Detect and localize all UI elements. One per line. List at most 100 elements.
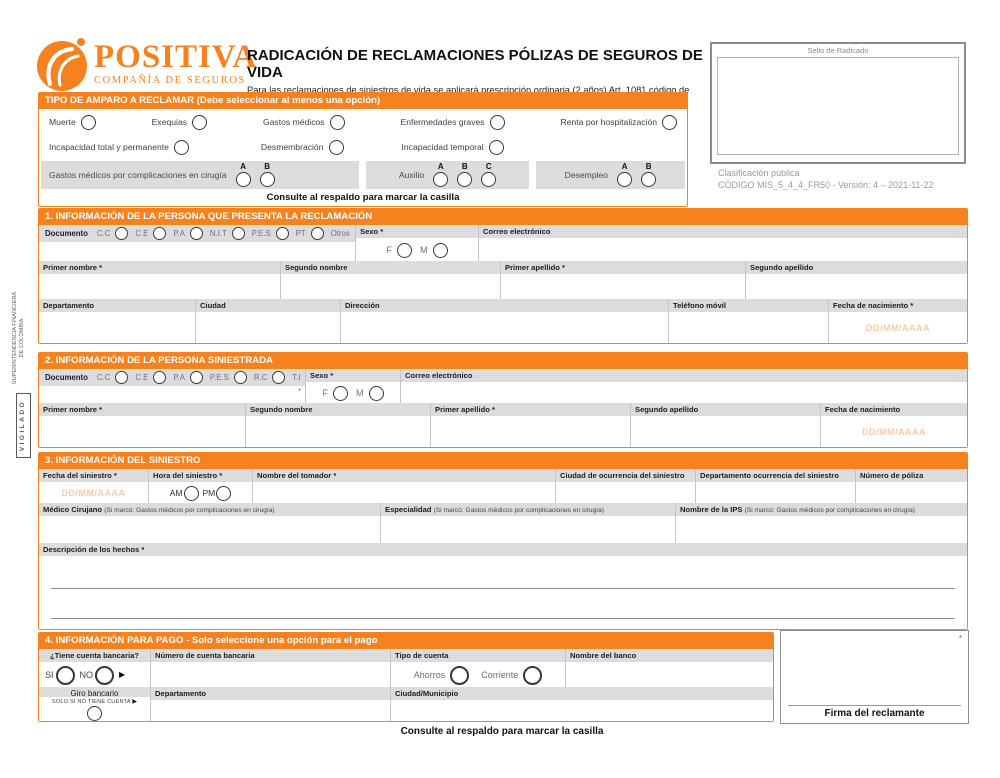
radio-auxilio-c[interactable] (481, 172, 497, 187)
radio-cirugia-b[interactable] (259, 172, 275, 187)
ciudad-ocurrencia-input[interactable] (556, 483, 695, 503)
numero-cuenta-input[interactable] (151, 663, 390, 687)
radio-s2-pes[interactable] (233, 371, 247, 384)
telefono-input-s1[interactable] (669, 313, 828, 343)
nombre-tomador-input[interactable] (253, 483, 555, 503)
nombre-ips-input[interactable] (676, 517, 967, 543)
hora-am: AM (170, 485, 199, 501)
ciudad-municipio-input[interactable] (391, 701, 773, 721)
primer-apellido-input-s2[interactable] (431, 417, 630, 447)
radio-muerte[interactable] (80, 114, 96, 130)
fecha-nacimiento-input-s1[interactable]: DD/MM/AAAA (829, 313, 967, 343)
radio-s1-nit[interactable] (231, 227, 245, 240)
primer-nombre-input-s2[interactable] (39, 417, 245, 447)
direccion-cell-s1: Dirección (341, 299, 669, 343)
cirugia-option-b: B (259, 163, 275, 187)
radio-cirugia-a[interactable] (235, 172, 251, 187)
sexo-input-s1: F M (356, 239, 478, 261)
ciudad-input-s1[interactable] (196, 313, 340, 343)
radio-giro[interactable] (87, 706, 102, 721)
radio-s2-pa[interactable] (189, 371, 203, 384)
descripcion-hechos-input[interactable] (39, 557, 967, 629)
radio-pm[interactable] (216, 485, 232, 501)
desempleo-option-b: B (641, 163, 657, 187)
nombre-banco-input[interactable] (566, 663, 773, 687)
radio-desmembracion[interactable] (328, 139, 344, 155)
medico-cirujano-input[interactable] (39, 517, 380, 543)
segundo-apellido-input-s1[interactable] (746, 275, 967, 299)
sello-label: Sello de Radicado (807, 46, 869, 55)
firma-signature-field[interactable] (781, 631, 968, 705)
giro-arrow-icon: ▶ (132, 699, 138, 705)
form-code-label: CÓDIGO MIS_5_4_4_FR50 - Versión: 4 – 202… (718, 180, 934, 190)
radio-s2-sexo-m[interactable] (368, 385, 384, 401)
sello-stamp-field[interactable] (717, 57, 959, 155)
fecha-nacimiento-input-s2[interactable]: DD/MM/AAAA (821, 417, 967, 447)
radio-s1-pes[interactable] (275, 227, 289, 240)
radio-auxilio-b[interactable] (457, 172, 473, 187)
radio-s1-sexo-m[interactable] (432, 242, 448, 258)
documento-input-s1[interactable] (39, 243, 355, 261)
radio-s1-pa[interactable] (189, 227, 203, 240)
firma-line (788, 705, 961, 706)
footer-note: Consulte al respaldo para marcar la casi… (400, 726, 604, 737)
radio-s1-ce[interactable] (153, 227, 167, 240)
radio-ahorros[interactable] (450, 665, 470, 685)
radio-s1-cc[interactable] (115, 227, 129, 240)
radio-cuenta-no[interactable] (95, 665, 115, 685)
section-2-siniestrada: 2. INFORMACIÓN DE LA PERSONA SINIESTRADA… (38, 352, 968, 448)
radio-incapacidad-total[interactable] (173, 139, 189, 155)
radio-auxilio-a[interactable] (433, 172, 449, 187)
radio-s2-sexo-f[interactable] (333, 385, 348, 401)
numero-poliza-input[interactable] (856, 483, 967, 503)
section4-row1: ¿Tiene cuenta bancaria? SI NO ▶ Número d… (39, 649, 773, 687)
radio-incapacidad-temporal[interactable] (488, 139, 504, 155)
radio-s1-sexo-f[interactable] (397, 242, 412, 258)
radio-cuenta-si[interactable] (55, 665, 75, 685)
section2-row-nombres: Primer nombre * Segundo nombre Primer ap… (39, 403, 967, 447)
departamento-input-s1[interactable] (39, 313, 195, 343)
fecha-siniestro-input[interactable]: DD/MM/AAAA (39, 483, 148, 503)
radio-corriente[interactable] (523, 665, 543, 685)
radio-s2-rc[interactable] (272, 371, 286, 384)
correo-input-s1[interactable] (479, 239, 967, 261)
radio-desempleo-b[interactable] (641, 172, 657, 187)
departamento-pago-cell: Departamento (151, 687, 391, 721)
section4-row2: Giro bancario SOLO SI NO TIENE CUENTA ▶ … (39, 687, 773, 721)
section1-row-nombres: Primer nombre * Segundo nombre Primer ap… (39, 261, 967, 299)
fecha-nacimiento-cell-s1: Fecha de nacimiento * DD/MM/AAAA (829, 299, 967, 343)
amparo-option-renta-hospitalizacion: Renta por hospitalización (561, 114, 677, 130)
radio-am[interactable] (183, 485, 199, 501)
primer-nombre-input-s1[interactable] (39, 275, 280, 299)
ciudad-municipio-cell: Ciudad/Municipio (391, 687, 773, 721)
direccion-input-s1[interactable] (341, 313, 668, 343)
radio-renta-hospitalizacion[interactable] (662, 114, 677, 130)
radio-gastos-medicos[interactable] (329, 114, 345, 130)
primer-nombre-cell-s2: Primer nombre * (39, 403, 246, 447)
documento-input-s2[interactable]: * (39, 387, 305, 403)
especialidad-input[interactable] (381, 517, 675, 543)
sexo-m-s1: M (420, 242, 448, 258)
amparo-footnote: Consulte al respaldo para marcar la casi… (266, 192, 460, 203)
radio-s2-cc[interactable] (115, 371, 129, 384)
hora-siniestro-cell: Hora del siniestro * AM PM (149, 469, 253, 503)
radio-desempleo-a[interactable] (617, 172, 633, 187)
radio-exequias[interactable] (192, 114, 208, 130)
tipo-cuenta-input: Ahorros Corriente (391, 663, 565, 687)
correo-input-s2[interactable] (401, 383, 967, 403)
departamento-pago-input[interactable] (151, 701, 390, 721)
segundo-nombre-input-s2[interactable] (246, 417, 430, 447)
primer-apellido-input-s1[interactable] (501, 275, 745, 299)
giro-note: SOLO SI NO TIENE CUENTA ▶ (51, 699, 138, 705)
segundo-nombre-input-s1[interactable] (281, 275, 500, 299)
departamento-ocurrencia-input[interactable] (696, 483, 855, 503)
sexo-cell-s1: Sexo * F M (356, 225, 479, 261)
section2-row-documento: Documento C.C C.E P.A P.E.S R.C T.I * Se… (39, 369, 967, 403)
entity-line1: SUPERINTENDENCIA FINANCIERA (12, 291, 18, 385)
segundo-apellido-input-s2[interactable] (631, 417, 820, 447)
radio-enfermedades-graves[interactable] (489, 114, 505, 130)
radio-s1-pt[interactable] (310, 227, 324, 240)
documento-options-s2: Documento C.C C.E P.A P.E.S R.C T.I (39, 369, 305, 387)
section-tipo-amparo: TIPO DE AMPARO A RECLAMAR (Debe seleccio… (38, 92, 688, 207)
radio-s2-ce[interactable] (153, 371, 167, 384)
